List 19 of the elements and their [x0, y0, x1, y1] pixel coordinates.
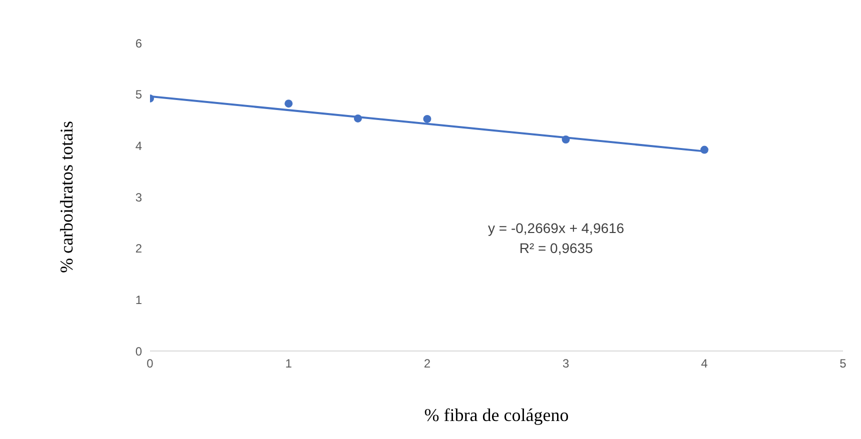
y-tick-label: 4	[135, 138, 142, 153]
y-tick-label: 0	[135, 344, 142, 358]
annotation: y = -0,2669x + 4,9616	[488, 219, 624, 238]
annotation: R² = 0,9635	[518, 239, 594, 258]
y-tick-label: 2	[135, 242, 142, 256]
point	[423, 114, 432, 123]
point	[284, 100, 293, 108]
y-tick-label: 6	[135, 36, 142, 50]
x-tick-label: 2	[424, 356, 431, 371]
y-tick-label: 3	[135, 190, 142, 204]
y-tick-label: 5	[135, 88, 142, 102]
x-axis-title: % fibra de colágeno	[424, 405, 569, 425]
x-tick-label: 0	[146, 356, 154, 371]
y-axis-title: % carboidratos totais	[56, 121, 76, 273]
y-tick-label: 1	[135, 292, 142, 307]
x-tick-label: 4	[701, 356, 708, 371]
x-tick-label: 3	[562, 356, 570, 371]
x-tick-label: 5	[840, 356, 847, 371]
x-tick-label: 1	[285, 356, 292, 371]
